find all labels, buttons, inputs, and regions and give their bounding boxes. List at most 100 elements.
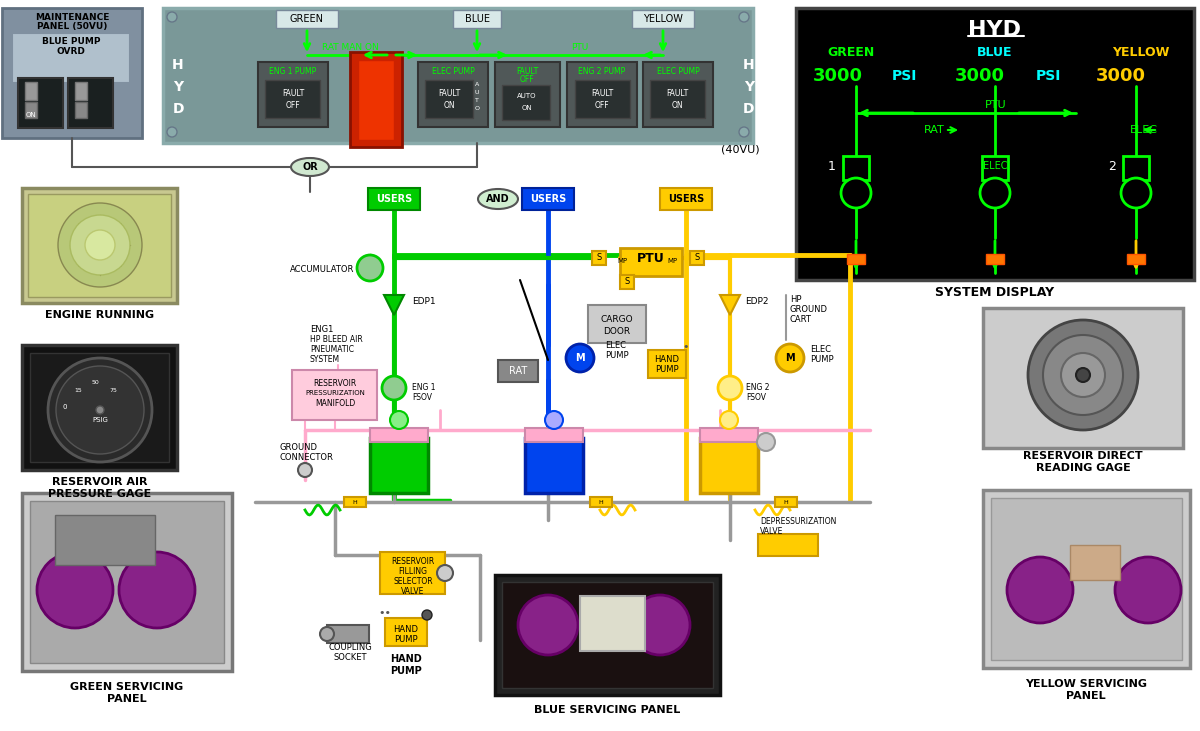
Text: FSOV: FSOV xyxy=(412,393,432,401)
Text: OVRD: OVRD xyxy=(56,48,85,56)
Bar xyxy=(498,360,538,382)
Text: ELEC: ELEC xyxy=(983,161,1007,171)
Bar xyxy=(983,490,1190,668)
Text: MANIFOLD: MANIFOLD xyxy=(314,398,355,407)
Bar xyxy=(276,10,338,28)
Text: RESERVOIR: RESERVOIR xyxy=(313,379,356,387)
Bar xyxy=(370,428,428,442)
Text: USERS: USERS xyxy=(530,194,566,204)
Text: PUMP: PUMP xyxy=(605,350,629,360)
Text: RESERVOIR: RESERVOIR xyxy=(391,556,434,566)
Bar xyxy=(986,254,1004,264)
Text: RAT: RAT xyxy=(924,125,946,135)
Text: CONNECTOR: CONNECTOR xyxy=(280,453,334,463)
Bar xyxy=(1127,254,1145,264)
Bar xyxy=(643,62,713,127)
Bar xyxy=(620,275,634,289)
Bar xyxy=(847,254,865,264)
Text: RAT: RAT xyxy=(509,366,527,376)
Bar xyxy=(22,188,178,303)
Text: ENGINE RUNNING: ENGINE RUNNING xyxy=(46,310,155,320)
Circle shape xyxy=(980,178,1010,208)
Text: HP BLEED AIR: HP BLEED AIR xyxy=(310,336,362,344)
Text: 15: 15 xyxy=(74,387,82,393)
Text: USERS: USERS xyxy=(668,194,704,204)
Bar xyxy=(775,497,797,507)
Circle shape xyxy=(1115,557,1181,623)
Text: U: U xyxy=(475,91,479,96)
Bar xyxy=(258,62,328,127)
Text: PUMP: PUMP xyxy=(394,635,418,645)
Bar xyxy=(758,534,818,556)
Text: AUTO: AUTO xyxy=(517,93,536,99)
Text: MAINTENANCE: MAINTENANCE xyxy=(35,13,109,23)
Text: ON: ON xyxy=(522,105,533,111)
Bar xyxy=(22,345,178,470)
Text: D: D xyxy=(743,102,755,116)
Text: FILLING: FILLING xyxy=(398,567,427,575)
Text: HAND
PUMP: HAND PUMP xyxy=(390,654,422,675)
Circle shape xyxy=(739,127,749,137)
Text: RESERVOIR DIRECT
READING GAGE: RESERVOIR DIRECT READING GAGE xyxy=(1024,451,1142,473)
Bar xyxy=(588,305,646,343)
Text: S: S xyxy=(695,254,700,262)
Bar xyxy=(568,62,637,127)
Text: OFF: OFF xyxy=(286,102,300,110)
Text: MP: MP xyxy=(617,258,628,264)
Text: 50: 50 xyxy=(91,381,98,385)
Text: ELEC PUMP: ELEC PUMP xyxy=(656,67,700,77)
Circle shape xyxy=(1043,335,1123,415)
Bar xyxy=(74,102,88,118)
Text: 3000: 3000 xyxy=(955,67,1006,85)
Bar xyxy=(526,428,583,442)
Text: 3000: 3000 xyxy=(1096,67,1146,85)
Bar xyxy=(983,308,1183,448)
Bar xyxy=(1070,545,1120,580)
Bar xyxy=(326,625,370,643)
Circle shape xyxy=(37,552,113,628)
Circle shape xyxy=(545,411,563,429)
Ellipse shape xyxy=(292,158,329,176)
Text: •: • xyxy=(683,342,689,352)
Text: MP: MP xyxy=(667,258,677,264)
Bar xyxy=(580,596,646,651)
Text: 1: 1 xyxy=(828,159,836,173)
Bar xyxy=(22,493,232,671)
Text: H: H xyxy=(172,58,184,72)
Text: OR: OR xyxy=(302,162,318,172)
Text: VALVE: VALVE xyxy=(401,586,425,596)
Text: GREEN: GREEN xyxy=(827,47,875,59)
Circle shape xyxy=(776,344,804,372)
Bar xyxy=(700,438,758,493)
Circle shape xyxy=(167,127,178,137)
Text: DEPRESSURIZATION: DEPRESSURIZATION xyxy=(760,518,836,526)
Circle shape xyxy=(358,255,383,281)
Circle shape xyxy=(1028,320,1138,430)
Bar xyxy=(30,353,169,462)
Text: YELLOW SERVICING
PANEL: YELLOW SERVICING PANEL xyxy=(1025,679,1147,701)
Bar xyxy=(522,188,574,210)
Text: 2: 2 xyxy=(1108,159,1116,173)
Text: BLUE: BLUE xyxy=(464,14,490,24)
Text: EDP1: EDP1 xyxy=(412,298,436,306)
Text: AND: AND xyxy=(486,194,510,204)
Text: PSI: PSI xyxy=(892,69,917,83)
Text: FAULT: FAULT xyxy=(438,88,460,97)
Text: SYSTEM DISPLAY: SYSTEM DISPLAY xyxy=(936,287,1055,300)
Text: HAND: HAND xyxy=(394,626,419,635)
Text: OFF: OFF xyxy=(595,102,610,110)
Bar xyxy=(28,194,172,297)
Polygon shape xyxy=(720,295,740,315)
Bar xyxy=(620,248,682,276)
Circle shape xyxy=(48,358,152,462)
Text: ••: •• xyxy=(378,608,391,618)
Text: ELEC PUMP: ELEC PUMP xyxy=(432,67,474,77)
Circle shape xyxy=(320,627,334,641)
Text: PTU: PTU xyxy=(985,100,1007,110)
Text: T: T xyxy=(475,99,479,104)
Circle shape xyxy=(85,230,115,260)
Circle shape xyxy=(518,595,578,655)
Text: PTU: PTU xyxy=(637,252,665,265)
Circle shape xyxy=(1121,178,1151,208)
Bar xyxy=(163,8,754,143)
